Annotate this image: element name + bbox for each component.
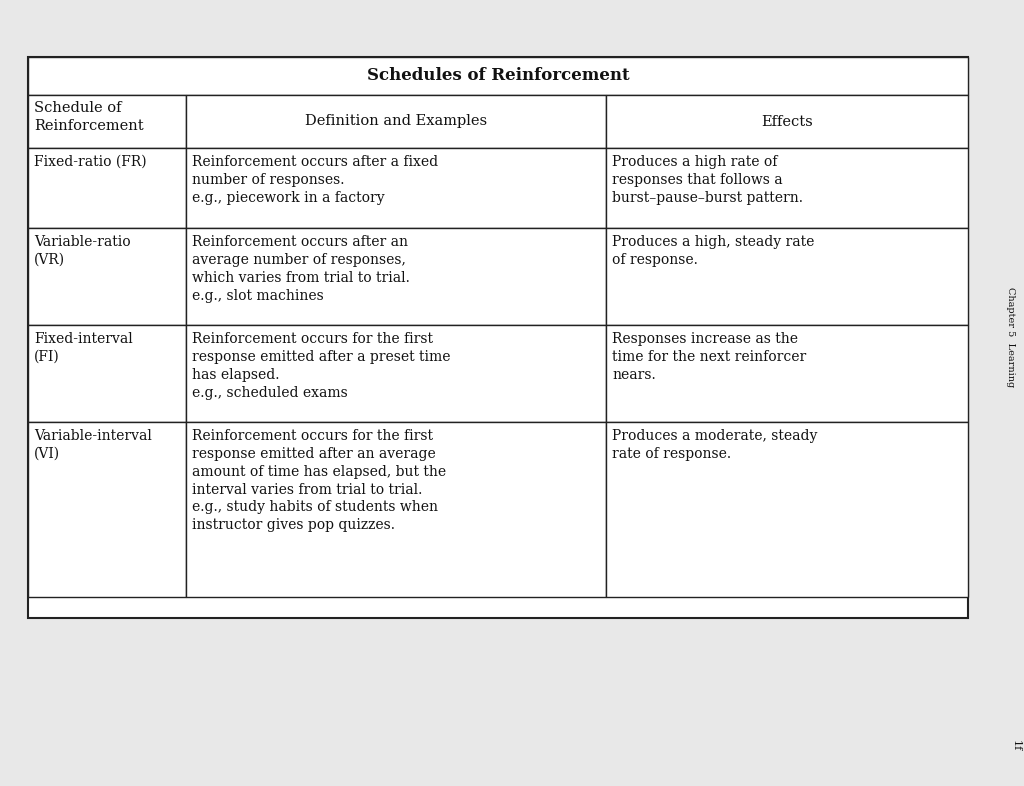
Text: Fixed-interval
(FI): Fixed-interval (FI) bbox=[34, 332, 133, 364]
Text: Produces a high rate of
responses that follows a
burst–pause–burst pattern.: Produces a high rate of responses that f… bbox=[612, 155, 803, 204]
Text: Definition and Examples: Definition and Examples bbox=[305, 115, 487, 128]
Bar bbox=[28, 422, 186, 597]
Text: Responses increase as the
time for the next reinforcer
nears.: Responses increase as the time for the n… bbox=[612, 332, 806, 382]
Text: Fixed-ratio (FR): Fixed-ratio (FR) bbox=[34, 155, 146, 169]
Text: Schedules of Reinforcement: Schedules of Reinforcement bbox=[367, 68, 630, 85]
Bar bbox=[28, 57, 968, 95]
Text: Variable-ratio
(VR): Variable-ratio (VR) bbox=[34, 235, 131, 267]
Bar bbox=[606, 422, 968, 597]
Text: Schedule of
Reinforcement: Schedule of Reinforcement bbox=[34, 101, 143, 133]
Text: Reinforcement occurs after an
average number of responses,
which varies from tri: Reinforcement occurs after an average nu… bbox=[191, 235, 410, 303]
Text: Reinforcement occurs after a fixed
number of responses.
e.g., piecework in a fac: Reinforcement occurs after a fixed numbe… bbox=[191, 155, 438, 204]
Text: Produces a moderate, steady
rate of response.: Produces a moderate, steady rate of resp… bbox=[612, 429, 817, 461]
Bar bbox=[28, 325, 186, 422]
Text: Effects: Effects bbox=[761, 115, 813, 128]
Bar bbox=[606, 148, 968, 228]
Bar bbox=[28, 148, 186, 228]
Text: Variable-interval
(VI): Variable-interval (VI) bbox=[34, 429, 152, 461]
Bar bbox=[186, 228, 606, 325]
Bar bbox=[28, 95, 186, 148]
Text: Chapter 5  Learning: Chapter 5 Learning bbox=[1006, 288, 1015, 387]
Text: Reinforcement occurs for the first
response emitted after a preset time
has elap: Reinforcement occurs for the first respo… bbox=[191, 332, 451, 399]
Bar bbox=[28, 228, 186, 325]
Text: 1f: 1f bbox=[1011, 740, 1021, 751]
Bar bbox=[186, 422, 606, 597]
Bar bbox=[186, 148, 606, 228]
Bar bbox=[606, 325, 968, 422]
Text: Produces a high, steady rate
of response.: Produces a high, steady rate of response… bbox=[612, 235, 814, 267]
Bar bbox=[186, 95, 606, 148]
Bar bbox=[606, 95, 968, 148]
Text: Reinforcement occurs for the first
response emitted after an average
amount of t: Reinforcement occurs for the first respo… bbox=[191, 429, 446, 532]
Bar bbox=[606, 228, 968, 325]
Bar bbox=[28, 57, 968, 618]
Bar bbox=[186, 325, 606, 422]
